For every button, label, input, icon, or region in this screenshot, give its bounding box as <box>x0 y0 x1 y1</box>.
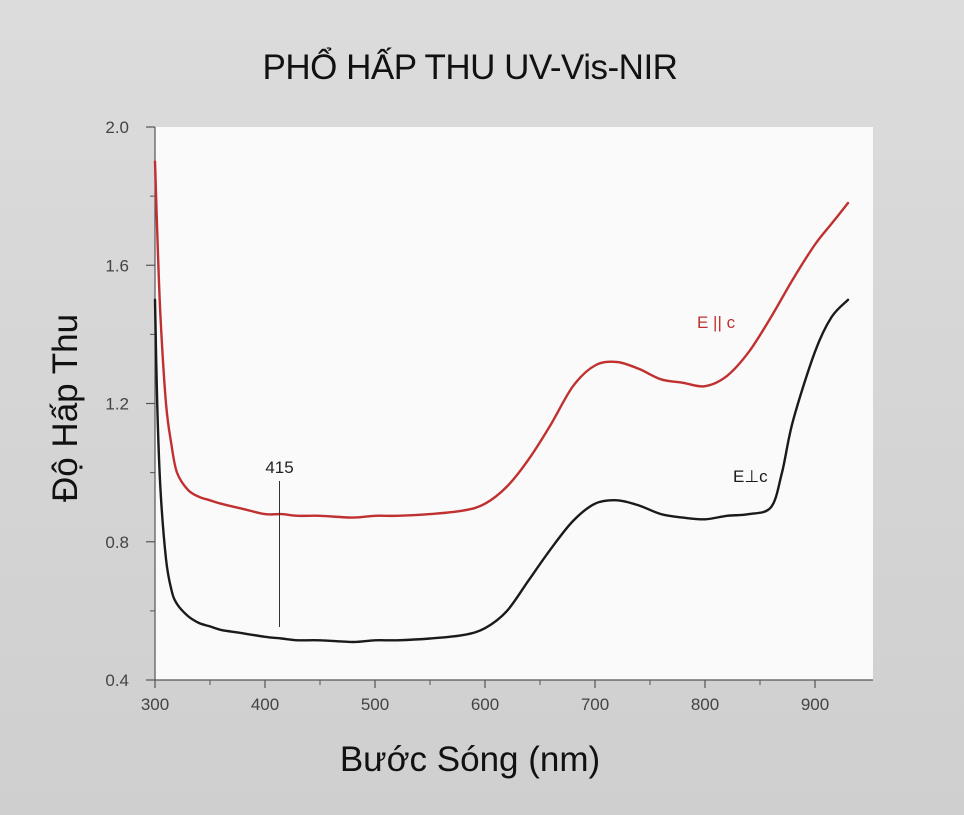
chart-title: PHỔ HẤP THU UV-Vis-NIR <box>262 48 678 87</box>
x-tick-label: 800 <box>691 695 719 714</box>
annotation-layer: 415 <box>265 458 294 627</box>
x-tick-label: 900 <box>801 695 829 714</box>
y-tick-label: 1.6 <box>105 256 129 275</box>
annotation-label: 415 <box>265 458 293 477</box>
series-label-0: E || c <box>697 313 736 332</box>
y-tick-label: 1.2 <box>105 395 129 414</box>
axis-ticks: 300 400 500 600 700 800 900 0.4 0.8 1.2 1.6 2.0 <box>105 118 829 714</box>
series-label-1: E⊥c <box>733 467 768 486</box>
x-tick-label: 300 <box>141 695 169 714</box>
y-tick-label: 0.8 <box>105 533 129 552</box>
x-axis-label: Bước Sóng (nm) <box>339 740 601 779</box>
y-tick-label: 0.4 <box>105 671 129 690</box>
series-line-1 <box>153 298 850 644</box>
x-tick-label: 500 <box>361 695 389 714</box>
x-tick-label: 600 <box>471 695 499 714</box>
series-layer: E || c E⊥c <box>153 160 850 644</box>
y-axis-label: Độ Hấp Thu <box>46 313 85 503</box>
x-tick-label: 700 <box>581 695 609 714</box>
x-tick-label: 400 <box>251 695 279 714</box>
plot-area <box>155 127 873 680</box>
y-tick-label: 2.0 <box>105 118 129 137</box>
series-line-0 <box>153 160 850 519</box>
